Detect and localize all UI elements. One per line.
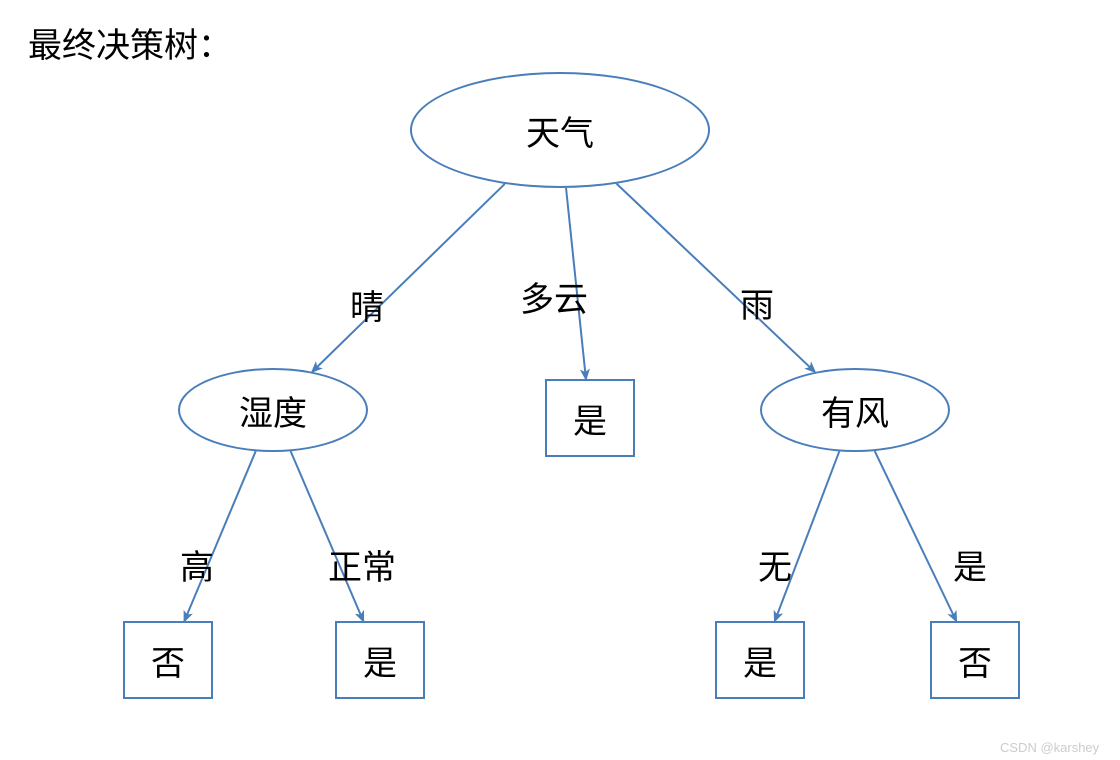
diagram-title: 最终决策树：	[28, 18, 232, 67]
node-windy: 有风	[760, 368, 950, 452]
node-leaf-yes-1: 是	[545, 379, 635, 457]
watermark: CSDN @karshey	[1000, 740, 1099, 755]
node-leaf-no-2: 否	[930, 621, 1020, 699]
node-label: 有风	[821, 386, 889, 435]
edge-humidity-leaf-yes-2	[291, 451, 364, 621]
edge-weather-windy	[617, 184, 815, 372]
node-label: 否	[958, 636, 992, 685]
node-label: 否	[151, 636, 185, 685]
node-label: 是	[363, 636, 397, 685]
node-leaf-yes-3: 是	[715, 621, 805, 699]
edge-humidity-leaf-no-1	[184, 451, 255, 621]
edge-label-humidity-leaf-no-1: 高	[180, 540, 214, 589]
edge-weather-humidity	[312, 184, 505, 372]
node-label: 是	[573, 394, 607, 443]
node-leaf-no-1: 否	[123, 621, 213, 699]
node-label: 天气	[526, 106, 594, 155]
edge-windy-leaf-yes-3	[775, 451, 839, 621]
edge-label-weather-leaf-yes-1: 多云	[520, 272, 588, 321]
edge-label-weather-windy: 雨	[740, 278, 774, 327]
node-weather: 天气	[410, 72, 710, 188]
node-leaf-yes-2: 是	[335, 621, 425, 699]
edge-windy-leaf-no-2	[875, 451, 957, 621]
node-label: 是	[743, 636, 777, 685]
node-humidity: 湿度	[178, 368, 368, 452]
edge-label-windy-leaf-no-2: 是	[953, 540, 987, 589]
node-label: 湿度	[239, 386, 307, 435]
edge-label-windy-leaf-yes-3: 无	[758, 540, 792, 589]
edge-label-weather-humidity: 晴	[350, 280, 384, 329]
edge-label-humidity-leaf-yes-2: 正常	[328, 540, 396, 589]
